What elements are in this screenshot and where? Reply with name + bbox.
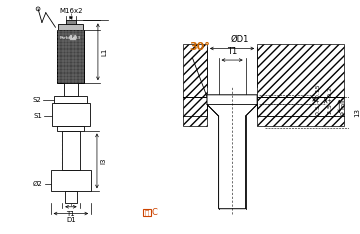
- Text: EMA3: EMA3: [69, 36, 81, 40]
- Polygon shape: [207, 95, 257, 209]
- Text: T1: T1: [227, 47, 237, 56]
- Text: T1: T1: [67, 211, 75, 217]
- Bar: [62, 131, 80, 170]
- Text: 图: 图: [145, 209, 149, 216]
- Bar: [51, 103, 90, 126]
- Bar: [66, 20, 76, 24]
- Text: Parker: Parker: [59, 36, 73, 40]
- Text: 0.5 +0.15: 0.5 +0.15: [316, 84, 321, 115]
- Bar: [143, 209, 151, 216]
- Text: 30°: 30°: [190, 41, 211, 51]
- Text: D1: D1: [66, 217, 76, 223]
- Text: l3: l3: [101, 158, 107, 164]
- Text: ØD1: ØD1: [231, 35, 249, 44]
- Text: C: C: [152, 208, 158, 217]
- Text: M16x2: M16x2: [59, 8, 83, 14]
- Text: 2.5 +0.2: 2.5 +0.2: [328, 87, 333, 114]
- Text: P: P: [72, 35, 74, 39]
- Bar: [65, 191, 77, 203]
- Text: Ø2: Ø2: [33, 181, 43, 186]
- Text: S2: S2: [32, 97, 41, 103]
- Text: S1: S1: [33, 113, 42, 119]
- Bar: [57, 30, 84, 83]
- Bar: [257, 44, 344, 126]
- Text: 9 min: 9 min: [341, 97, 346, 115]
- Bar: [57, 126, 84, 131]
- Bar: [58, 24, 84, 30]
- Bar: [70, 35, 76, 40]
- Text: 13: 13: [355, 108, 360, 117]
- Text: L1: L1: [102, 48, 108, 56]
- Bar: [51, 170, 91, 191]
- Bar: [54, 96, 87, 103]
- Bar: [183, 44, 207, 126]
- Bar: [64, 83, 78, 96]
